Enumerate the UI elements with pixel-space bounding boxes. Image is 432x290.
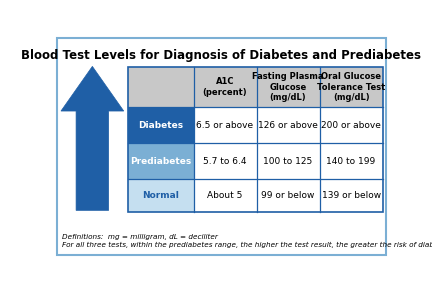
Text: A1C
(percent): A1C (percent) [203,77,248,97]
Bar [127,107,194,143]
Text: Diabetes: Diabetes [138,121,183,130]
Text: 6.5 or above: 6.5 or above [197,121,254,130]
Text: Oral Glucose
Tolerance Test
(mg/dL): Oral Glucose Tolerance Test (mg/dL) [317,72,385,102]
Bar [320,143,383,179]
Text: Fasting Plasma
Glucose
(mg/dL): Fasting Plasma Glucose (mg/dL) [252,72,324,102]
Text: 100 to 125: 100 to 125 [264,157,313,166]
Text: For all three tests, within the prediabetes range, the higher the test result, t: For all three tests, within the prediabe… [62,242,432,248]
Text: Prediabetes: Prediabetes [130,157,191,166]
Bar [320,179,383,212]
Bar [257,107,320,143]
Text: 5.7 to 6.4: 5.7 to 6.4 [203,157,247,166]
Bar [127,67,383,107]
Bar [194,179,257,212]
Bar [127,67,383,212]
Text: 99 or below: 99 or below [261,191,315,200]
Polygon shape [61,66,124,210]
Text: About 5: About 5 [207,191,243,200]
Bar [257,179,320,212]
Text: 140 to 199: 140 to 199 [327,157,376,166]
Bar [127,143,194,179]
Bar [320,107,383,143]
Text: Blood Test Levels for Diagnosis of Diabetes and Prediabetes: Blood Test Levels for Diagnosis of Diabe… [22,49,421,62]
Text: 139 or below: 139 or below [321,191,381,200]
Text: 200 or above: 200 or above [321,121,381,130]
Bar [127,179,194,212]
Text: Normal: Normal [142,191,179,200]
Bar [194,143,257,179]
Text: Definitions:  mg = milligram, dL = deciliter: Definitions: mg = milligram, dL = decili… [62,234,218,240]
Text: 126 or above: 126 or above [258,121,318,130]
Bar [257,143,320,179]
Bar [194,107,257,143]
